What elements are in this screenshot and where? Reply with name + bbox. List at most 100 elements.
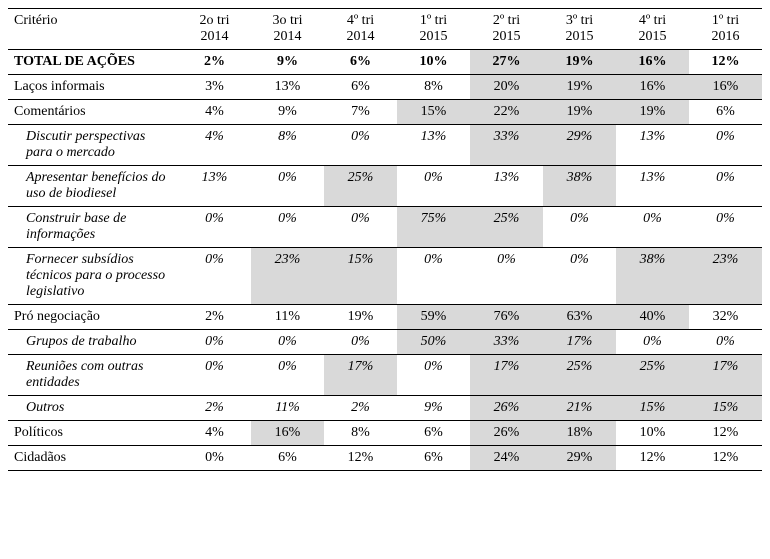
cell: 4% bbox=[178, 100, 251, 125]
cell: 23% bbox=[689, 248, 762, 305]
cell: 63% bbox=[543, 305, 616, 330]
cell: 9% bbox=[251, 100, 324, 125]
row-label: Grupos de trabalho bbox=[8, 330, 178, 355]
cell: 29% bbox=[543, 125, 616, 166]
cell: 10% bbox=[397, 50, 470, 75]
cell: 2% bbox=[324, 396, 397, 421]
cell: 0% bbox=[689, 207, 762, 248]
table-row: Discutir perspectivas para o mercado4%8%… bbox=[8, 125, 762, 166]
cell: 15% bbox=[616, 396, 689, 421]
cell: 0% bbox=[324, 207, 397, 248]
cell: 33% bbox=[470, 125, 543, 166]
cell: 0% bbox=[178, 330, 251, 355]
row-label: TOTAL DE AÇÕES bbox=[8, 50, 178, 75]
cell: 6% bbox=[397, 421, 470, 446]
cell: 40% bbox=[616, 305, 689, 330]
cell: 19% bbox=[616, 100, 689, 125]
cell: 20% bbox=[470, 75, 543, 100]
cell: 9% bbox=[397, 396, 470, 421]
row-label: Comentários bbox=[8, 100, 178, 125]
cell: 0% bbox=[397, 248, 470, 305]
cell: 0% bbox=[397, 355, 470, 396]
cell: 0% bbox=[689, 330, 762, 355]
row-label: Cidadãos bbox=[8, 446, 178, 471]
header-period-5: 3º tri 2015 bbox=[543, 9, 616, 50]
cell: 0% bbox=[543, 207, 616, 248]
cell: 2% bbox=[178, 305, 251, 330]
header-criterion: Critério bbox=[8, 9, 178, 50]
data-table: Critério 2o tri 2014 3o tri 2014 4º tri … bbox=[8, 8, 762, 471]
table-row: Grupos de trabalho0%0%0%50%33%17%0%0% bbox=[8, 330, 762, 355]
cell: 24% bbox=[470, 446, 543, 471]
cell: 0% bbox=[689, 125, 762, 166]
cell: 19% bbox=[543, 75, 616, 100]
cell: 22% bbox=[470, 100, 543, 125]
row-label: Construir base de informações bbox=[8, 207, 178, 248]
row-label: Pró negociação bbox=[8, 305, 178, 330]
row-label: Apresentar benefícios do uso de biodiese… bbox=[8, 166, 178, 207]
cell: 19% bbox=[543, 100, 616, 125]
cell: 8% bbox=[324, 421, 397, 446]
cell: 19% bbox=[543, 50, 616, 75]
cell: 17% bbox=[543, 330, 616, 355]
cell: 16% bbox=[251, 421, 324, 446]
row-label: Laços informais bbox=[8, 75, 178, 100]
cell: 0% bbox=[178, 355, 251, 396]
table-header-row: Critério 2o tri 2014 3o tri 2014 4º tri … bbox=[8, 9, 762, 50]
row-label: Discutir perspectivas para o mercado bbox=[8, 125, 178, 166]
cell: 18% bbox=[543, 421, 616, 446]
cell: 50% bbox=[397, 330, 470, 355]
cell: 13% bbox=[397, 125, 470, 166]
cell: 13% bbox=[616, 125, 689, 166]
cell: 17% bbox=[324, 355, 397, 396]
cell: 0% bbox=[178, 248, 251, 305]
cell: 21% bbox=[543, 396, 616, 421]
cell: 29% bbox=[543, 446, 616, 471]
cell: 38% bbox=[543, 166, 616, 207]
cell: 26% bbox=[470, 396, 543, 421]
table-row: Construir base de informações0%0%0%75%25… bbox=[8, 207, 762, 248]
table-row: Outros2%11%2%9%26%21%15%15% bbox=[8, 396, 762, 421]
cell: 0% bbox=[251, 207, 324, 248]
cell: 12% bbox=[324, 446, 397, 471]
cell: 25% bbox=[543, 355, 616, 396]
cell: 12% bbox=[689, 50, 762, 75]
table-row: Reuniões com outras entidades0%0%17%0%17… bbox=[8, 355, 762, 396]
cell: 16% bbox=[616, 50, 689, 75]
cell: 75% bbox=[397, 207, 470, 248]
cell: 4% bbox=[178, 125, 251, 166]
row-label: Fornecer subsídios técnicos para o proce… bbox=[8, 248, 178, 305]
cell: 13% bbox=[616, 166, 689, 207]
cell: 3% bbox=[178, 75, 251, 100]
table-row: Comentários4%9%7%15%22%19%19%6% bbox=[8, 100, 762, 125]
cell: 11% bbox=[251, 305, 324, 330]
cell: 16% bbox=[689, 75, 762, 100]
cell: 6% bbox=[251, 446, 324, 471]
cell: 17% bbox=[470, 355, 543, 396]
table-row: Apresentar benefícios do uso de biodiese… bbox=[8, 166, 762, 207]
cell: 13% bbox=[470, 166, 543, 207]
cell: 25% bbox=[324, 166, 397, 207]
cell: 59% bbox=[397, 305, 470, 330]
table-row: TOTAL DE AÇÕES2%9%6%10%27%19%16%12% bbox=[8, 50, 762, 75]
cell: 12% bbox=[689, 446, 762, 471]
cell: 38% bbox=[616, 248, 689, 305]
cell: 25% bbox=[616, 355, 689, 396]
cell: 0% bbox=[324, 330, 397, 355]
header-period-0: 2o tri 2014 bbox=[178, 9, 251, 50]
cell: 7% bbox=[324, 100, 397, 125]
cell: 0% bbox=[543, 248, 616, 305]
cell: 32% bbox=[689, 305, 762, 330]
row-label: Políticos bbox=[8, 421, 178, 446]
header-period-6: 4º tri 2015 bbox=[616, 9, 689, 50]
table-row: Fornecer subsídios técnicos para o proce… bbox=[8, 248, 762, 305]
cell: 0% bbox=[397, 166, 470, 207]
cell: 6% bbox=[324, 75, 397, 100]
cell: 15% bbox=[397, 100, 470, 125]
cell: 0% bbox=[616, 207, 689, 248]
cell: 0% bbox=[178, 207, 251, 248]
cell: 6% bbox=[324, 50, 397, 75]
cell: 17% bbox=[689, 355, 762, 396]
cell: 26% bbox=[470, 421, 543, 446]
header-period-3: 1º tri 2015 bbox=[397, 9, 470, 50]
